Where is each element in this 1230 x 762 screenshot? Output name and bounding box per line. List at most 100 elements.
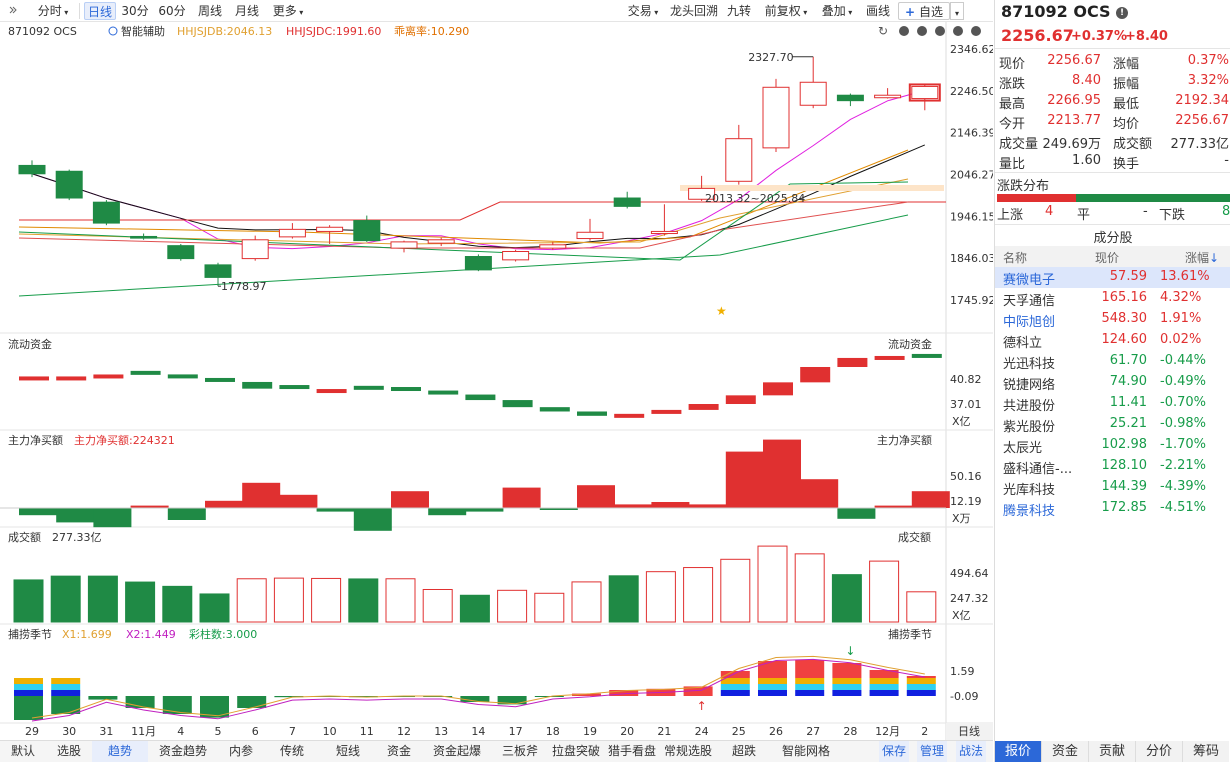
constituent-row[interactable]: 紫光股份 25.21 -0.98%	[995, 414, 1230, 435]
strategy-tab[interactable]: 选股	[56, 744, 81, 758]
netbuy-bar	[167, 508, 206, 520]
constituent-row[interactable]: 共进股份 11.41 -0.70%	[995, 393, 1230, 414]
period-tab-weekly[interactable]: 周线	[197, 4, 222, 18]
constituent-pct: -4.39%	[1160, 479, 1206, 494]
strategy-tab[interactable]: 资金	[386, 744, 411, 758]
period-tab-30m[interactable]: 30分	[121, 4, 149, 18]
turnover-bar	[497, 589, 528, 623]
indicator-bias: 乖离率:10.290	[394, 24, 469, 38]
settings-icon[interactable]	[935, 26, 945, 36]
col-name[interactable]: 名称	[1003, 251, 1028, 265]
date-tick: 4	[177, 725, 184, 738]
chart-grid	[0, 22, 993, 740]
liquidity-bar	[837, 357, 868, 367]
constituent-price: 74.90	[1109, 374, 1147, 389]
strategy-tab[interactable]: 智能网格	[781, 744, 830, 758]
constituent-row[interactable]: 光库科技 144.39 -4.39%	[995, 477, 1230, 498]
sidebar-toggle-icon[interactable]	[2, 2, 24, 20]
constituent-row[interactable]: 德科立 124.60 0.02%	[995, 330, 1230, 351]
help-icon[interactable]	[953, 26, 963, 36]
down-count: 8	[1222, 204, 1230, 219]
favorite-menu-icon[interactable]: ▾	[950, 2, 964, 20]
save-button[interactable]: 保存	[879, 741, 909, 762]
panel-liquidity-y1: 40.82	[950, 373, 982, 386]
strategy-tab[interactable]: 传统	[279, 744, 304, 758]
strategy-tab[interactable]: 默认	[10, 744, 35, 758]
quote-tab[interactable]: 筹码	[1182, 741, 1229, 762]
constituent-price: 124.60	[1101, 332, 1148, 347]
manage-button[interactable]: 管理	[917, 741, 947, 762]
strategy-tab[interactable]: 超跌	[731, 744, 756, 758]
add-favorite-button[interactable]: + 自选	[898, 2, 950, 20]
strategy-tab[interactable]: 猎手看盘	[607, 744, 656, 758]
candle-body	[650, 230, 678, 235]
season-bar	[906, 676, 936, 678]
constituent-row[interactable]: 锐捷网络 74.90 -0.49%	[995, 372, 1230, 393]
constituent-row[interactable]: 中际旭创 548.30 1.91%	[995, 309, 1230, 330]
period-tab-daily[interactable]: 日线	[84, 2, 116, 20]
strategy-tab[interactable]: 常规选股	[663, 744, 712, 758]
quote-tab[interactable]: 分价	[1135, 741, 1182, 762]
date-tick: 2	[921, 725, 928, 738]
draw-button[interactable]: 画线	[865, 4, 890, 18]
more-dropdown[interactable]: 更多 ▾	[272, 4, 304, 18]
quote-row: 最高 2266.95 最低 2192.34	[995, 91, 1230, 112]
candle-body	[576, 231, 604, 240]
adjust-dropdown[interactable]: 前复权 ▾	[764, 4, 808, 18]
quote-value: 0.37%	[1187, 53, 1229, 68]
netbuy-bar	[688, 504, 727, 508]
chart-area[interactable]: 871092 OCS 智能辅助 HHJSJDB:2046.13 HHJSJDC:…	[0, 22, 996, 740]
strategy-tab[interactable]: 内参	[228, 744, 253, 758]
period-label: 分时	[37, 4, 62, 18]
constituent-row[interactable]: 光迅科技 61.70 -0.44%	[995, 351, 1230, 372]
info-icon[interactable]: !	[1116, 6, 1129, 19]
quote-label: 振幅	[1113, 77, 1140, 92]
quote-label: 今开	[999, 117, 1026, 132]
period-tab-60m[interactable]: 60分	[158, 4, 186, 18]
leader-review-button[interactable]: 龙头回溯	[669, 4, 718, 18]
axis-period-label: 日线	[958, 724, 980, 738]
quote-tab[interactable]: 贡献	[1088, 741, 1135, 762]
constituent-pct: -0.70%	[1160, 395, 1206, 410]
constituent-row[interactable]: 腾景科技 172.85 -4.51%	[995, 498, 1230, 519]
col-pct[interactable]: 涨幅↓	[1185, 249, 1219, 266]
assist-toggle-icon[interactable]	[108, 26, 118, 36]
constituent-row[interactable]: 盛科通信-... 128.10 -2.21%	[995, 456, 1230, 477]
strategy-tab[interactable]: 短线	[335, 744, 360, 758]
overlay-dropdown[interactable]: 叠加 ▾	[821, 4, 853, 18]
dist-title: 涨跌分布	[997, 179, 1050, 194]
zoom-out-icon[interactable]	[917, 26, 927, 36]
season-bar	[906, 678, 936, 684]
strategy-tab[interactable]: 三板斧	[501, 744, 538, 758]
trade-dropdown[interactable]: 交易 ▾	[627, 4, 659, 18]
liquidity-bar	[428, 390, 459, 395]
turnover-bar	[720, 558, 751, 623]
period-tab-monthly[interactable]: 月线	[234, 4, 259, 18]
strategy-button[interactable]: 战法	[956, 741, 986, 762]
netbuy-bar	[614, 504, 653, 508]
quote-tab[interactable]: 资金	[1041, 741, 1088, 762]
date-tick: 6	[252, 725, 259, 738]
dist-bar-up	[997, 194, 1076, 202]
kline-chart[interactable]: 871092 OCS 智能辅助 HHJSJDB:2046.13 HHJSJDC:…	[0, 22, 996, 740]
zoom-in-icon[interactable]	[899, 26, 909, 36]
strategy-tab[interactable]: 资金起爆	[432, 744, 481, 758]
strategy-tab[interactable]: 趋势	[92, 741, 148, 762]
date-tick: 14	[471, 725, 485, 738]
nine-turn-button[interactable]: 九转	[726, 4, 751, 18]
col-price[interactable]: 现价	[1095, 251, 1120, 265]
strategy-tab[interactable]: 拉盘突破	[551, 744, 600, 758]
season-bar	[14, 684, 43, 690]
close-icon[interactable]	[971, 26, 981, 36]
constituent-row[interactable]: 天孚通信 165.16 4.32%	[995, 288, 1230, 309]
constituent-row[interactable]: 太辰光 102.98 -1.70%	[995, 435, 1230, 456]
constituent-row[interactable]: 赛微电子 57.59 13.61%	[995, 267, 1230, 288]
quote-row: 量比 1.60 换手 -	[995, 151, 1230, 172]
quote-tab[interactable]: 报价	[994, 741, 1041, 762]
period-tab-minute[interactable]: 分时 ▾	[37, 4, 69, 18]
strategy-tab[interactable]: 资金趋势	[158, 744, 207, 758]
netbuy-bar	[577, 485, 615, 508]
turnover-bar	[13, 579, 44, 623]
ma10-line	[31, 144, 925, 249]
refresh-icon[interactable]: ↻	[878, 24, 888, 38]
